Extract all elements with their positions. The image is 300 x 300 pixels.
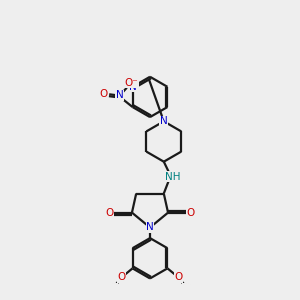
- Text: O: O: [109, 283, 118, 293]
- Text: N: N: [160, 116, 168, 126]
- Text: N: N: [146, 223, 154, 232]
- Text: O: O: [182, 283, 191, 293]
- Text: O: O: [105, 208, 113, 218]
- Text: O: O: [174, 272, 183, 282]
- Text: O: O: [99, 89, 108, 99]
- Text: O: O: [109, 283, 118, 293]
- Text: O: O: [174, 272, 183, 282]
- Text: O: O: [187, 208, 195, 218]
- Text: N: N: [116, 90, 124, 100]
- Text: N: N: [129, 82, 136, 92]
- Text: O: O: [117, 272, 126, 282]
- Text: O: O: [117, 272, 126, 282]
- Text: NH: NH: [164, 172, 180, 182]
- Text: O: O: [117, 272, 126, 282]
- Text: O⁻: O⁻: [124, 78, 138, 88]
